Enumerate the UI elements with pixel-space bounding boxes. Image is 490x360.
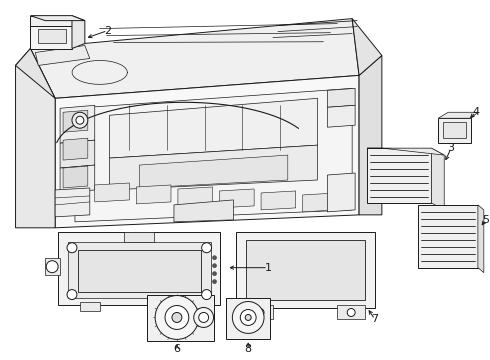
Text: 8: 8 xyxy=(245,345,252,354)
Polygon shape xyxy=(327,88,355,107)
Text: 6: 6 xyxy=(173,345,180,354)
Polygon shape xyxy=(478,205,484,273)
Polygon shape xyxy=(63,138,88,160)
Polygon shape xyxy=(367,148,444,155)
Text: 3: 3 xyxy=(448,143,455,153)
Polygon shape xyxy=(55,188,90,217)
Circle shape xyxy=(232,302,264,333)
Polygon shape xyxy=(443,122,466,138)
Circle shape xyxy=(46,261,58,273)
Polygon shape xyxy=(75,88,352,222)
Polygon shape xyxy=(30,15,85,21)
Circle shape xyxy=(194,307,214,328)
Circle shape xyxy=(240,310,256,325)
Polygon shape xyxy=(38,28,66,42)
Polygon shape xyxy=(303,193,337,212)
Polygon shape xyxy=(16,49,55,228)
Polygon shape xyxy=(60,140,95,168)
Polygon shape xyxy=(246,305,273,319)
Circle shape xyxy=(213,280,217,284)
Circle shape xyxy=(202,289,212,300)
Polygon shape xyxy=(438,112,478,118)
Text: 5: 5 xyxy=(482,215,490,225)
Polygon shape xyxy=(174,302,194,311)
Polygon shape xyxy=(147,294,214,341)
Polygon shape xyxy=(359,55,382,215)
Polygon shape xyxy=(60,165,95,193)
Polygon shape xyxy=(367,148,431,203)
Polygon shape xyxy=(178,187,213,206)
Polygon shape xyxy=(438,118,471,143)
Circle shape xyxy=(213,256,217,260)
Polygon shape xyxy=(110,145,318,190)
Polygon shape xyxy=(58,232,220,305)
Polygon shape xyxy=(78,250,201,292)
Polygon shape xyxy=(226,298,270,339)
Polygon shape xyxy=(246,240,365,300)
Polygon shape xyxy=(30,15,72,26)
Polygon shape xyxy=(136,185,171,204)
Polygon shape xyxy=(60,105,95,143)
Circle shape xyxy=(165,306,189,329)
Polygon shape xyxy=(327,105,355,127)
Polygon shape xyxy=(174,200,233,222)
Circle shape xyxy=(67,243,77,253)
Polygon shape xyxy=(261,191,296,210)
Polygon shape xyxy=(327,173,355,212)
Polygon shape xyxy=(124,232,154,242)
Polygon shape xyxy=(30,26,72,49)
Text: 7: 7 xyxy=(371,314,378,324)
Polygon shape xyxy=(352,19,382,75)
Polygon shape xyxy=(110,98,318,158)
Circle shape xyxy=(213,264,217,268)
Circle shape xyxy=(347,309,355,316)
Polygon shape xyxy=(35,45,90,66)
Circle shape xyxy=(256,309,264,316)
Polygon shape xyxy=(139,155,288,188)
Polygon shape xyxy=(80,302,99,311)
Polygon shape xyxy=(55,75,359,228)
Polygon shape xyxy=(68,242,211,298)
Polygon shape xyxy=(63,166,88,188)
Circle shape xyxy=(76,116,84,124)
Polygon shape xyxy=(30,19,359,98)
Polygon shape xyxy=(16,49,55,98)
Polygon shape xyxy=(418,205,478,268)
Polygon shape xyxy=(72,15,85,49)
Circle shape xyxy=(213,272,217,276)
Circle shape xyxy=(155,296,199,339)
Polygon shape xyxy=(337,305,365,319)
Circle shape xyxy=(172,312,182,323)
Circle shape xyxy=(72,112,88,128)
Circle shape xyxy=(199,312,209,323)
Circle shape xyxy=(202,243,212,253)
Text: 2: 2 xyxy=(104,26,111,36)
Polygon shape xyxy=(95,183,129,202)
Circle shape xyxy=(67,289,77,300)
Text: 4: 4 xyxy=(472,107,480,117)
Circle shape xyxy=(245,315,251,320)
Polygon shape xyxy=(45,258,60,275)
Polygon shape xyxy=(63,110,88,132)
Polygon shape xyxy=(220,189,254,208)
Polygon shape xyxy=(236,232,375,307)
Text: 1: 1 xyxy=(265,263,271,273)
Polygon shape xyxy=(431,148,444,210)
